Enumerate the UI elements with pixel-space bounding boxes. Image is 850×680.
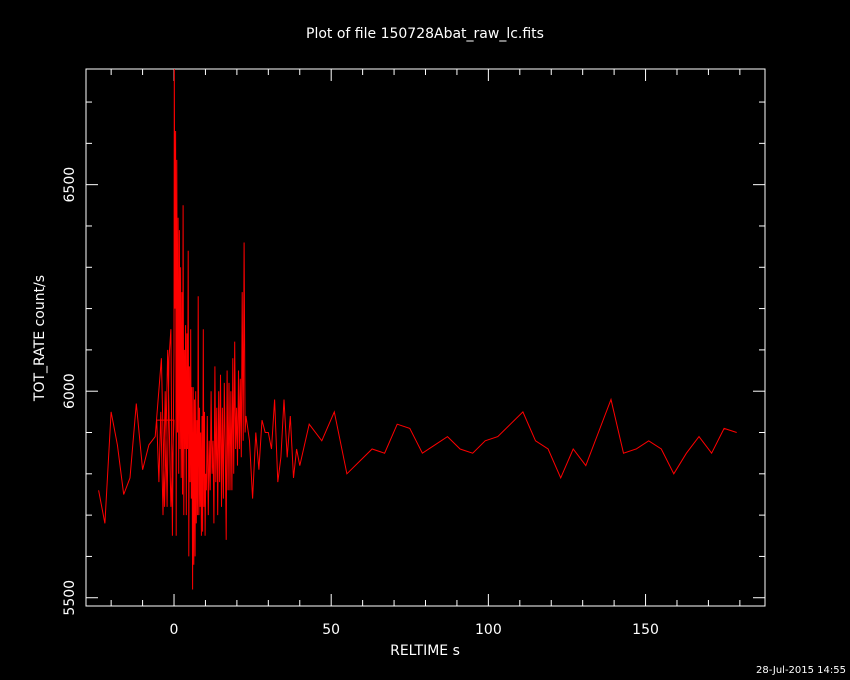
- y-tick-label: 6000: [62, 373, 78, 409]
- axis-ticks: [86, 69, 765, 606]
- x-tick-label: 150: [632, 622, 659, 638]
- series-line: [98, 68, 737, 590]
- y-tick-label: 6500: [62, 167, 78, 203]
- y-tick-label: 5500: [62, 580, 78, 616]
- x-tick-label: 50: [322, 622, 340, 638]
- plot-timestamp: 28-Jul-2015 14:55: [756, 665, 846, 676]
- x-axis-label: RELTIME s: [390, 643, 460, 659]
- x-tick-label: 0: [170, 622, 179, 638]
- x-tick-label: 100: [475, 622, 502, 638]
- axis-tick-labels: 0 50 100 150 5500 6000 6500: [62, 167, 659, 638]
- chart-title: Plot of file 150728Abat_raw_lc.fits: [306, 26, 544, 42]
- y-axis-label: TOT_RATE count/s: [32, 275, 48, 402]
